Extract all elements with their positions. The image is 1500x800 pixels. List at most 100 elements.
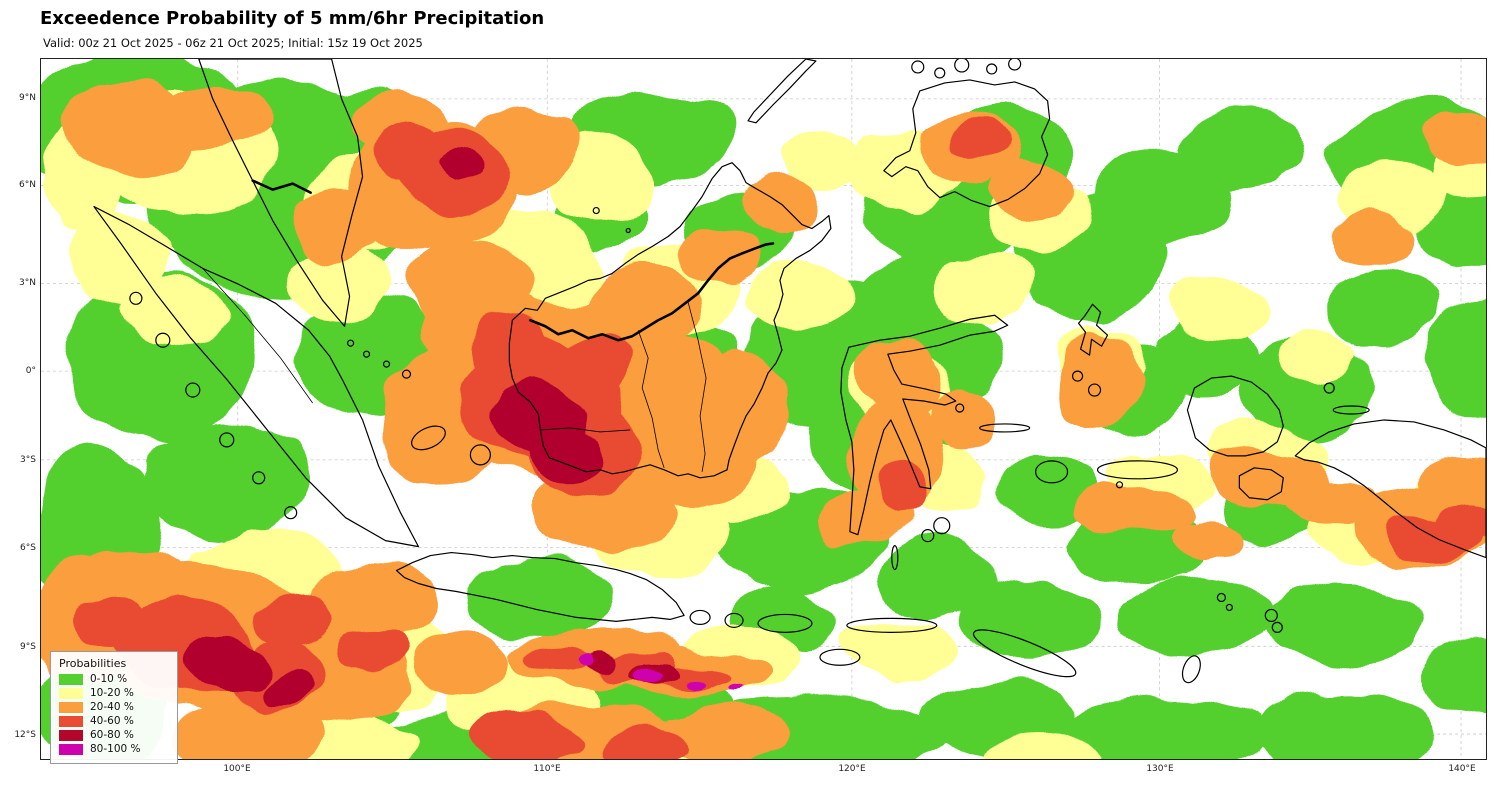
border-kalimantan-1 [637, 330, 665, 468]
y-tick-label: 3°N [19, 278, 36, 288]
probability-blob [1279, 333, 1360, 384]
border-thai-malaysia [251, 179, 312, 194]
probability-blob [1114, 577, 1275, 658]
border-malaysia-indonesia [529, 242, 775, 342]
legend-swatch [59, 743, 83, 755]
x-tick-label: 120°E [838, 764, 866, 774]
coastline-halmahera [1077, 303, 1109, 356]
legend-item: 10-20 % [59, 687, 169, 699]
probability-blob [1424, 113, 1486, 164]
probability-blob [1254, 692, 1435, 759]
coastline-bomberai [1238, 467, 1284, 501]
probability-blob [374, 118, 451, 179]
probability-blob [285, 238, 396, 319]
coastline-borneo [508, 162, 832, 479]
y-tick-label: 6°S [20, 543, 36, 553]
x-tick-label: 110°E [533, 764, 561, 774]
y-tick-label: 9°S [20, 642, 36, 652]
y-tick-label: 3°S [20, 455, 36, 465]
probability-blob [642, 670, 671, 685]
probability-blob [949, 115, 1010, 166]
legend-item: 20-40 % [59, 701, 169, 713]
probability-blob [877, 459, 926, 520]
y-tick-label: 0° [25, 366, 36, 376]
probability-blob [72, 587, 153, 648]
probability-blob [70, 213, 171, 304]
probability-blob [527, 419, 600, 480]
legend-swatch [59, 729, 83, 741]
probability-blob [693, 680, 712, 691]
probability-blob [140, 427, 311, 538]
legend-item: 0-10 % [59, 673, 169, 685]
probability-blob [1059, 328, 1140, 428]
probability-blob [170, 697, 331, 759]
probability-blob [991, 160, 1072, 221]
probability-blob [182, 634, 263, 685]
probability-blob [675, 228, 765, 289]
legend-item: 40-60 % [59, 715, 169, 727]
probability-blob [844, 617, 955, 678]
legend-label: 60-80 % [90, 729, 134, 741]
probability-blob [468, 313, 553, 384]
coastline-mindanao [883, 79, 1051, 208]
coastline-birds-head [1186, 375, 1284, 457]
border-kalimantan-2 [687, 302, 707, 472]
probability-blob [690, 348, 790, 468]
coastline-new-guinea [1294, 419, 1486, 559]
coastline-malay-peninsula [198, 59, 364, 327]
page-title: Exceedence Probability of 5 mm/6hr Preci… [40, 8, 545, 29]
legend: Probabilities 0-10 % 10-20 % 20-40 % 40-60 … [50, 651, 178, 764]
map-frame [40, 58, 1487, 760]
probability-blob [60, 83, 201, 174]
probability-blob [530, 645, 591, 670]
probability-blob [1329, 268, 1440, 349]
legend-swatch [59, 701, 83, 713]
probability-blob [600, 729, 681, 759]
probability-blob [923, 390, 1000, 446]
probability-blob [1433, 499, 1486, 540]
legend-label: 80-100 % [90, 743, 141, 755]
legend-rows: 0-10 % 10-20 % 20-40 % 40-60 % 60-80 % 80-100… [59, 673, 169, 755]
legend-swatch [59, 715, 83, 727]
coastline-java [395, 551, 685, 622]
probability-blob [959, 577, 1100, 658]
probability-blob [576, 651, 597, 664]
legend-item: 80-100 % [59, 743, 169, 755]
legend-item: 60-80 % [59, 729, 169, 741]
border-kalimantan-3 [540, 427, 631, 433]
probability-blob [1174, 278, 1265, 339]
x-tick-label: 130°E [1146, 764, 1174, 774]
probability-shading-layer [41, 59, 1486, 759]
probability-blob [1184, 108, 1305, 189]
probability-blob [979, 732, 1100, 759]
legend-label: 0-10 % [90, 673, 128, 685]
coastline-sulawesi [840, 314, 1009, 536]
probability-blob [580, 268, 701, 349]
coastlines [93, 59, 1486, 684]
probability-blob [1429, 298, 1486, 418]
probability-blob [562, 332, 639, 389]
probability-blob [470, 557, 611, 638]
probability-blob [310, 562, 431, 643]
legend-label: 20-40 % [90, 701, 134, 713]
island-outlines [129, 59, 1370, 684]
probability-blob [859, 338, 940, 418]
probability-blob [252, 592, 333, 643]
legend-swatch [59, 687, 83, 699]
y-tick-label: 12°S [14, 730, 36, 740]
probability-blob [929, 253, 1030, 324]
probability-blob [750, 263, 850, 334]
probability-blob [1164, 515, 1245, 560]
probability-blob [1154, 318, 1255, 399]
probability-blob [655, 709, 795, 759]
probability-blob [1264, 582, 1425, 663]
probability-blob [170, 88, 271, 149]
probability-blob [779, 128, 860, 189]
precipitation-probability-map [41, 59, 1486, 759]
probability-blob [252, 666, 313, 703]
x-tick-label: 140°E [1448, 764, 1476, 774]
probability-blob [405, 627, 516, 698]
probability-blob [1334, 213, 1415, 264]
probability-blob [1089, 148, 1230, 249]
